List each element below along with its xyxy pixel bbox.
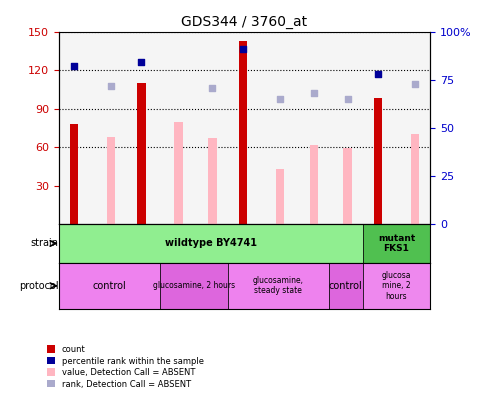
Text: strain: strain [31, 238, 59, 248]
Point [137, 59, 145, 66]
FancyBboxPatch shape [227, 263, 328, 309]
Bar [309, 145, 317, 224]
FancyBboxPatch shape [362, 224, 429, 263]
Bar [275, 169, 284, 224]
Bar [343, 148, 351, 224]
FancyBboxPatch shape [328, 263, 362, 309]
Point [373, 71, 381, 77]
Text: control: control [328, 281, 362, 291]
Bar [238, 41, 246, 224]
Text: control: control [92, 281, 126, 291]
Text: protocol: protocol [19, 281, 59, 291]
Text: mutant
FKS1: mutant FKS1 [377, 234, 414, 253]
Text: glucosamine,
steady state: glucosamine, steady state [252, 276, 303, 295]
Text: wildtype BY4741: wildtype BY4741 [164, 238, 256, 248]
Bar [69, 124, 78, 224]
FancyBboxPatch shape [362, 263, 429, 309]
Point [343, 96, 351, 102]
Point [239, 46, 246, 52]
Bar [106, 137, 115, 224]
Legend: count, percentile rank within the sample, value, Detection Call = ABSENT, rank, : count, percentile rank within the sample… [43, 342, 206, 392]
Bar [208, 138, 216, 224]
Bar [137, 83, 145, 224]
FancyBboxPatch shape [59, 224, 362, 263]
Point [276, 96, 284, 102]
Point [410, 80, 418, 87]
Point [309, 90, 317, 97]
FancyBboxPatch shape [59, 263, 160, 309]
Point [208, 84, 216, 91]
Point [107, 82, 115, 89]
Point [70, 63, 78, 69]
Text: glucosamine, 2 hours: glucosamine, 2 hours [152, 281, 234, 290]
Bar [174, 122, 183, 224]
FancyBboxPatch shape [160, 263, 227, 309]
Bar [410, 134, 419, 224]
Title: GDS344 / 3760_at: GDS344 / 3760_at [181, 15, 307, 29]
Bar [373, 99, 382, 224]
Text: glucosa
mine, 2
hours: glucosa mine, 2 hours [381, 271, 410, 301]
